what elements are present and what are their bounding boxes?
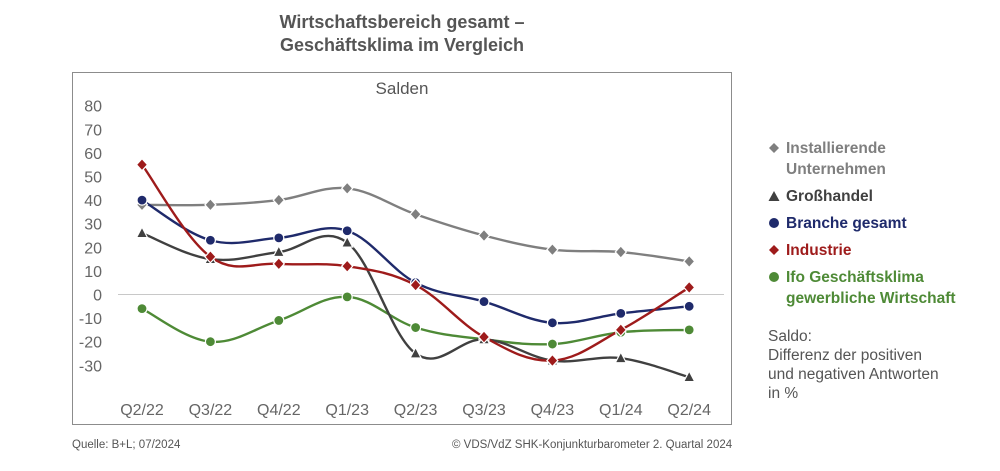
data-point bbox=[546, 338, 559, 350]
legend-label: Ifo Geschäftsklima gewerbliche Wirtschaft bbox=[786, 269, 956, 307]
data-point bbox=[682, 280, 696, 295]
data-point bbox=[478, 295, 490, 308]
y-tick-label: -20 bbox=[79, 335, 102, 352]
y-tick-label: 10 bbox=[84, 264, 102, 281]
y-tick-label: 50 bbox=[84, 170, 102, 187]
data-point bbox=[340, 235, 354, 248]
legend-label: Großhandel bbox=[786, 188, 873, 205]
series-line bbox=[141, 186, 690, 263]
x-tick-label: Q2/24 bbox=[667, 402, 711, 419]
x-tick-label: Q1/23 bbox=[325, 402, 369, 419]
data-point bbox=[615, 307, 627, 319]
copyright-note: © VDS/VdZ SHK-Konjunkturbarometer 2. Qua… bbox=[452, 439, 733, 451]
legend-item: Branche gesamt bbox=[768, 213, 998, 234]
data-point bbox=[683, 300, 695, 312]
legend-marker-diamond-icon bbox=[769, 143, 779, 153]
legend-item: Großhandel bbox=[768, 186, 998, 207]
y-tick-label: 40 bbox=[84, 193, 102, 210]
legend-label: Installierende Unternehmen bbox=[786, 140, 886, 178]
data-point bbox=[204, 234, 216, 246]
data-point bbox=[135, 157, 149, 172]
saldo-note-line: Saldo: bbox=[768, 328, 812, 345]
x-tick-label: Q2/23 bbox=[394, 402, 438, 419]
data-point bbox=[682, 369, 696, 383]
x-tick-label: Q3/22 bbox=[189, 402, 233, 419]
data-point bbox=[477, 330, 491, 344]
legend-label: Branche gesamt bbox=[786, 215, 907, 232]
data-point bbox=[410, 321, 422, 334]
data-point bbox=[341, 225, 353, 237]
data-point bbox=[136, 194, 148, 206]
saldo-note-line: in % bbox=[768, 385, 799, 402]
y-tick-label: -10 bbox=[79, 311, 102, 328]
data-point bbox=[340, 181, 354, 196]
y-tick-label: 0 bbox=[93, 288, 102, 305]
chart-subtitle: Salden bbox=[376, 79, 429, 98]
legend-marker-circle-icon bbox=[769, 218, 779, 228]
y-tick-label: 80 bbox=[84, 99, 102, 116]
x-tick-label: Q4/22 bbox=[257, 402, 301, 419]
saldo-note: Saldo: Differenz der positiven und negativ… bbox=[768, 327, 993, 403]
x-tick-label: Q3/23 bbox=[462, 402, 506, 419]
source-note: Quelle: B+L; 07/2024 bbox=[72, 439, 181, 451]
data-point bbox=[272, 256, 286, 271]
y-tick-label: 70 bbox=[84, 122, 102, 139]
x-tick-label: Q1/24 bbox=[599, 402, 643, 419]
data-point bbox=[682, 254, 696, 269]
data-point bbox=[204, 197, 217, 212]
data-point bbox=[477, 228, 491, 243]
data-point bbox=[272, 193, 286, 207]
legend-label: Industrie bbox=[786, 242, 852, 259]
legend-marker-diamond-icon bbox=[769, 245, 779, 255]
chart-legend: Installierende Unternehmen Großhandel Branc… bbox=[768, 138, 998, 315]
y-tick-label: 20 bbox=[84, 240, 102, 257]
legend-item: Ifo Geschäftsklima gewerbliche Wirtschaft bbox=[768, 267, 998, 309]
y-tick-label: 60 bbox=[84, 146, 102, 163]
data-point bbox=[614, 323, 628, 337]
data-point bbox=[546, 242, 559, 257]
data-point bbox=[204, 336, 216, 348]
series-line bbox=[141, 232, 690, 379]
saldo-note-line: Differenz der positiven bbox=[768, 347, 922, 364]
data-point bbox=[546, 317, 559, 329]
legend-marker-triangle-icon bbox=[768, 191, 780, 201]
data-point bbox=[272, 244, 286, 258]
data-point bbox=[341, 291, 353, 303]
data-point bbox=[136, 303, 148, 315]
y-tick-label: 30 bbox=[84, 217, 102, 234]
chart-title-line-1: Wirtschaftsbereich gesamt – bbox=[279, 12, 525, 32]
x-tick-label: Q2/22 bbox=[120, 402, 164, 419]
x-tick-label: Q4/23 bbox=[531, 402, 575, 419]
chart-title-line-2: Geschäftsklima im Vergleich bbox=[279, 35, 525, 55]
data-point bbox=[546, 353, 559, 368]
data-point bbox=[273, 314, 285, 327]
legend-marker-circle-icon bbox=[769, 272, 779, 282]
data-point bbox=[340, 259, 354, 274]
data-point bbox=[135, 225, 149, 239]
data-point bbox=[614, 245, 628, 259]
data-point bbox=[614, 350, 628, 364]
y-tick-label: -30 bbox=[79, 358, 102, 375]
data-point bbox=[683, 324, 695, 336]
legend-item: Industrie bbox=[768, 240, 998, 261]
saldo-note-line: und negativen Antworten bbox=[768, 366, 939, 383]
data-point bbox=[409, 207, 422, 222]
data-point bbox=[273, 232, 285, 244]
data-point bbox=[409, 278, 422, 292]
data-point bbox=[204, 249, 217, 264]
legend-item: Installierende Unternehmen bbox=[768, 138, 998, 180]
plot-frame bbox=[72, 72, 732, 425]
data-point bbox=[409, 346, 423, 359]
